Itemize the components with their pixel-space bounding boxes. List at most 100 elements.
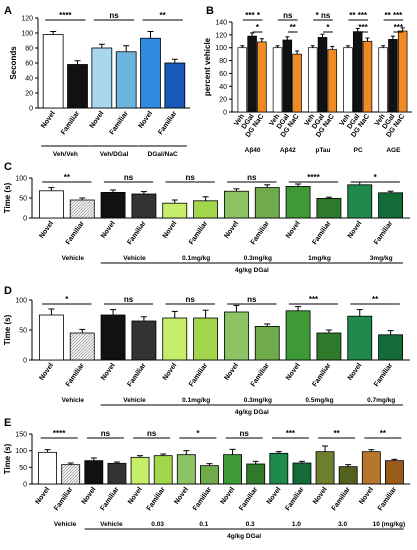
bar xyxy=(131,320,157,361)
x-tick-label: Familiar xyxy=(126,362,147,388)
bar xyxy=(285,185,311,219)
x-tick-label: Familiar xyxy=(311,220,332,246)
bar xyxy=(84,460,104,485)
bar xyxy=(223,311,249,361)
x-tick-label: Novel xyxy=(358,486,375,506)
bar xyxy=(254,187,280,219)
group-label: 0.1mg/kg xyxy=(182,255,210,262)
bar xyxy=(193,317,219,361)
y-tick-label: 0 xyxy=(23,216,27,223)
y-tick-label: 0 xyxy=(223,110,227,117)
group-label: AGE xyxy=(386,147,401,154)
bar xyxy=(153,455,173,485)
bar xyxy=(247,35,257,113)
x-tick-label: Familiar xyxy=(311,362,332,388)
low-comparison-sig: * xyxy=(256,23,260,32)
group-sig: ns xyxy=(247,295,257,304)
group-label: 0.1 xyxy=(199,521,208,528)
group-label: 0.3mg/kg xyxy=(244,397,272,404)
bar xyxy=(140,37,161,109)
group-sig: ** xyxy=(372,295,379,304)
group-sig: ns xyxy=(124,295,134,304)
x-tick-label: Familiar xyxy=(188,220,209,246)
y-tick-label: 50 xyxy=(19,465,27,472)
bar xyxy=(100,191,126,219)
y-tick-label: 0 xyxy=(29,106,33,113)
bar xyxy=(254,325,280,361)
panel-letter-d: D xyxy=(4,285,12,297)
bar xyxy=(352,31,363,113)
bar xyxy=(292,462,312,485)
bar xyxy=(347,315,373,361)
x-tick-label: Novel xyxy=(81,486,98,506)
x-tick-label: Novel xyxy=(100,220,117,240)
bar xyxy=(316,197,342,219)
bar xyxy=(200,465,219,485)
x-tick-label: Familiar xyxy=(331,486,352,512)
y-axis-label: Time (s) xyxy=(3,182,12,213)
bar xyxy=(193,200,219,219)
x-tick-label: Familiar xyxy=(238,486,259,512)
bar xyxy=(388,39,398,113)
bar xyxy=(347,184,373,219)
x-tick-label: Novel xyxy=(127,486,144,506)
low-comparison-sig: *** xyxy=(394,23,404,32)
bar xyxy=(176,454,196,485)
y-axis-label: Time (s) xyxy=(3,314,12,345)
y-tick-label: 100 xyxy=(15,176,27,183)
bar xyxy=(378,334,404,361)
group-label: pTau xyxy=(315,147,330,154)
y-axis-label: Seconds xyxy=(9,46,18,80)
y-tick-label: 40 xyxy=(25,76,33,83)
top-comparison-sig: * ns xyxy=(316,11,331,20)
group-sig: ns xyxy=(147,429,157,438)
x-tick-label: Novel xyxy=(35,486,52,506)
x-tick-label: Novel xyxy=(162,362,179,382)
top-comparison-sig: ** *** xyxy=(349,11,368,20)
bar xyxy=(42,34,64,109)
group-sig: **** xyxy=(307,173,320,182)
bar xyxy=(361,451,381,485)
x-tick-label: Novel xyxy=(38,362,55,382)
y-tick-label: 20 xyxy=(25,91,33,98)
group-sig: * xyxy=(65,295,69,304)
y-tick-label: 80 xyxy=(25,46,33,53)
group-label: Vehicle xyxy=(123,255,146,262)
x-tick-label: Familiar xyxy=(146,486,167,512)
top-comparison-sig: ns xyxy=(283,11,293,20)
group-label: 0.1mg/kg xyxy=(182,397,210,404)
x-tick-label: Novel xyxy=(137,110,154,130)
bar xyxy=(285,310,311,361)
x-tick-label: Familiar xyxy=(65,362,86,388)
group-sig: ** xyxy=(334,429,341,438)
bar xyxy=(246,463,266,485)
group-label: 3.0 xyxy=(338,521,347,528)
bar xyxy=(292,53,302,113)
group-sig: * xyxy=(374,173,378,182)
panel-letter-e: E xyxy=(4,417,11,429)
x-tick-label: Novel xyxy=(312,486,329,506)
group-label: Vehicle xyxy=(62,255,85,262)
low-comparison-sig: ** xyxy=(290,23,297,32)
y-axis-label: Time (s) xyxy=(3,443,12,474)
group-sig: * xyxy=(196,429,200,438)
group-sig: ** xyxy=(380,429,387,438)
y-tick-label: 40 xyxy=(219,84,227,91)
bar xyxy=(38,314,64,361)
x-tick-label: Familiar xyxy=(250,220,271,246)
x-tick-label: Novel xyxy=(223,220,240,240)
group-label: Veh/Veh xyxy=(53,151,78,158)
x-tick-label: Novel xyxy=(223,362,240,382)
bar xyxy=(362,40,373,113)
bar xyxy=(115,51,137,109)
group-sig: ns xyxy=(101,429,111,438)
bar xyxy=(91,47,113,109)
x-tick-label: Familiar xyxy=(109,110,130,136)
x-tick-label: Familiar xyxy=(65,220,86,246)
group-label: Veh/DGal xyxy=(100,151,129,158)
y-tick-label: 60 xyxy=(219,71,227,78)
x-tick-label: Novel xyxy=(285,362,302,382)
bar xyxy=(69,199,95,219)
x-tick-label: Familiar xyxy=(250,362,271,388)
